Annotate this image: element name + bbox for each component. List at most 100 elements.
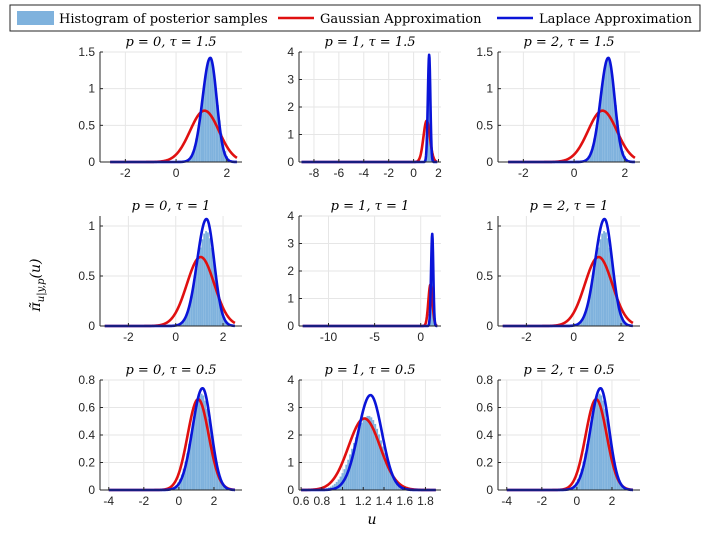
hist-bar xyxy=(607,429,610,490)
hist-bar xyxy=(333,483,336,490)
x-tick-label: -2 xyxy=(123,330,134,344)
panel-1: -8 -6 -4 -2 0 2 0 1 2 3 4 p = 1, τ = 1.5 xyxy=(287,35,442,180)
hist-bar xyxy=(593,138,596,162)
x-tick-label: 2 xyxy=(618,330,625,344)
legend-hist-label: Histogram of posterior samples xyxy=(59,12,268,27)
hist-bar xyxy=(589,424,592,490)
hist-bar xyxy=(186,312,189,326)
hist-bar xyxy=(353,443,355,490)
hist-bar xyxy=(337,479,340,490)
hist-bar xyxy=(216,469,219,490)
hist-bar xyxy=(586,306,589,326)
panel-8: -4 -2 0 2 0 0.2 0.4 0.6 0.8 p = 2, τ = 0.5 xyxy=(476,363,640,508)
hist-bar xyxy=(368,415,371,490)
hist-bar xyxy=(598,393,601,490)
x-tick-label: 2 xyxy=(223,166,230,180)
y-tick-label: 0 xyxy=(486,155,493,169)
hist-bar xyxy=(197,128,199,162)
hist-bar xyxy=(618,480,621,490)
legend-hist-swatch xyxy=(17,11,54,25)
hist-bar xyxy=(595,128,597,162)
hist-bar xyxy=(379,440,382,490)
hist-bar xyxy=(582,461,585,490)
hist-bar xyxy=(610,259,613,326)
hist-bar xyxy=(179,479,181,490)
hist-bar xyxy=(216,285,219,326)
hist-bar xyxy=(200,393,203,490)
hist-bar xyxy=(220,133,223,162)
hist-bar xyxy=(586,444,588,490)
hist-bar xyxy=(222,483,225,490)
hist-bar xyxy=(201,239,204,326)
x-tick-label: 2 xyxy=(220,330,227,344)
hist-bar xyxy=(217,105,219,162)
hist-bar xyxy=(191,424,194,490)
hist-bar xyxy=(387,464,390,490)
panel-3: -2 0 2 0 0.5 1 p = 0, τ = 1 xyxy=(78,199,242,344)
y-tick-label: 0.2 xyxy=(476,456,493,470)
hist-bar xyxy=(599,239,602,326)
hist-bar xyxy=(580,319,583,326)
hist-bar xyxy=(593,268,596,326)
hist-bar xyxy=(189,434,192,490)
hist-bar xyxy=(376,428,379,490)
hist-bar xyxy=(199,247,202,326)
hist-bar xyxy=(577,479,579,490)
panel-title: p = 1, τ = 0.5 xyxy=(324,363,415,378)
y-tick-label: 1 xyxy=(287,456,294,470)
hist-bar xyxy=(206,408,208,490)
y-tick-label: 0.6 xyxy=(78,401,95,415)
x-tick-label: 1.6 xyxy=(396,494,413,508)
hist-bar xyxy=(198,116,201,162)
x-tick-label: 0 xyxy=(570,330,577,344)
y-axis-label-pi: π̃ xyxy=(28,301,44,312)
legend-box xyxy=(9,4,701,32)
panel-5: -2 0 2 0 0.5 1 p = 2, τ = 1 xyxy=(476,199,640,344)
hist-bar xyxy=(207,418,210,490)
hist-bar xyxy=(211,64,214,162)
hist-bar xyxy=(208,238,211,326)
hist-bar xyxy=(393,476,396,490)
hist-bar xyxy=(604,408,606,490)
y-tick-label: 1 xyxy=(287,292,294,306)
x-tick-label: 0.8 xyxy=(313,494,330,508)
hist-bar xyxy=(212,259,215,326)
hist-bar xyxy=(195,138,198,162)
y-tick-label: 1.5 xyxy=(78,45,95,59)
hist-bar xyxy=(193,146,196,162)
hist-bar xyxy=(580,468,583,490)
x-tick-label: 2 xyxy=(621,166,628,180)
hist-bar xyxy=(618,133,621,162)
y-tick-label: 2 xyxy=(287,264,294,278)
hist-bar xyxy=(590,289,592,326)
y-tick-label: 0 xyxy=(287,155,294,169)
hist-bar xyxy=(213,74,216,162)
x-tick-label: -2 xyxy=(138,494,149,508)
x-tick-label: 0 xyxy=(571,166,578,180)
panel-title: p = 1, τ = 1 xyxy=(331,199,410,214)
hist-bar xyxy=(612,272,615,326)
hist-bar xyxy=(602,400,605,490)
panel-title: p = 2, τ = 0.5 xyxy=(523,363,614,378)
hist-bar xyxy=(607,59,610,163)
y-tick-label: 3 xyxy=(287,237,294,251)
hist-bar xyxy=(391,473,394,490)
hist-bar xyxy=(198,395,201,490)
y-tick-label: 4 xyxy=(287,373,294,387)
hist-bar xyxy=(609,441,612,490)
y-tick-label: 0.5 xyxy=(78,118,95,132)
hist-bar xyxy=(591,279,594,326)
hist-bar xyxy=(600,89,603,162)
hist-bar xyxy=(389,468,392,490)
hist-bar xyxy=(603,231,606,326)
hist-bar xyxy=(595,399,597,490)
hist-bar xyxy=(220,305,222,326)
x-tick-label: -2 xyxy=(383,166,394,180)
hist-bar xyxy=(604,67,606,162)
hist-bar xyxy=(618,305,620,326)
x-tick-label: -4 xyxy=(501,494,512,508)
panel-title: p = 1, τ = 1.5 xyxy=(324,35,415,50)
hist-bar xyxy=(366,415,369,490)
y-tick-label: 2 xyxy=(287,428,294,442)
panels: -2 0 2 0 0.5 1 1.5 p = 0, τ = 1.5 -8 -6 -4 -2 0 2 0 1 2 3… xyxy=(78,35,640,508)
